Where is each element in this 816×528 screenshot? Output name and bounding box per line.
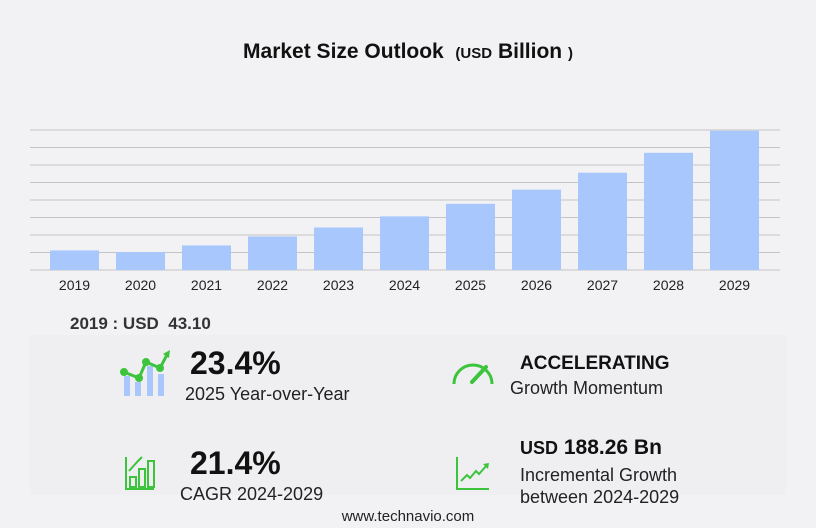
- cagr-value: 21.4%: [190, 445, 281, 481]
- incremental-currency: USD: [520, 438, 559, 458]
- bar-2019[interactable]: [50, 250, 99, 270]
- growth-chart-icon: [120, 350, 170, 396]
- chart-title: Market Size Outlook (USD Billion ): [0, 40, 816, 64]
- incremental-value: USD 188.26 Bn: [520, 436, 662, 460]
- incremental-label-1: Incremental Growth: [520, 465, 678, 485]
- incremental-label-2: between 2024-2029: [520, 487, 680, 507]
- unit-word: Billion: [497, 40, 563, 63]
- bar-2023[interactable]: [314, 227, 363, 271]
- x-tick-label: 2028: [653, 277, 684, 293]
- x-tick-label: 2022: [257, 277, 288, 293]
- bar-chart: 2019 2020 2021 2022 2023 2024 2025 2026 2027 2028…: [30, 129, 780, 293]
- cagr-label: CAGR 2024-2029: [180, 484, 324, 504]
- x-tick-label: 2020: [125, 277, 156, 293]
- bar-2022[interactable]: [248, 236, 297, 270]
- stats-panel: [30, 335, 786, 495]
- bar-2026[interactable]: [512, 189, 561, 270]
- bar-2027[interactable]: [578, 172, 627, 270]
- unit-currency: USD: [460, 45, 493, 62]
- unit-open: (: [455, 45, 461, 62]
- bar-2021[interactable]: [182, 245, 231, 270]
- selected-value: 2019 : USD 43.10: [70, 314, 211, 333]
- x-tick-label: 2029: [719, 277, 750, 293]
- yoy-value: 23.4%: [190, 345, 281, 381]
- x-tick-label: 2024: [389, 277, 420, 293]
- unit-close: ): [567, 45, 573, 62]
- trend-line-icon: [456, 457, 489, 490]
- x-tick-label: 2025: [455, 277, 486, 293]
- x-tick-label: 2019: [59, 277, 90, 293]
- bar-growth-icon: [125, 456, 155, 490]
- speedometer-icon: [452, 363, 494, 385]
- footer-url: www.technavio.com: [341, 508, 475, 525]
- momentum-value: ACCELERATING: [520, 353, 670, 374]
- x-tick-label: 2027: [587, 277, 618, 293]
- x-tick-label: 2021: [191, 277, 222, 293]
- bar-2025[interactable]: [446, 203, 495, 270]
- bar-2020[interactable]: [116, 252, 165, 270]
- incremental-amount: 188.26 Bn: [563, 436, 662, 459]
- x-tick-label: 2023: [323, 277, 354, 293]
- title-text: Market Size Outlook: [243, 40, 444, 63]
- bar-2028[interactable]: [644, 152, 693, 270]
- momentum-label: Growth Momentum: [510, 378, 664, 398]
- yoy-label: 2025 Year-over-Year: [185, 384, 350, 404]
- bar-2024[interactable]: [380, 216, 429, 270]
- x-tick-label: 2026: [521, 277, 552, 293]
- bar-2029[interactable]: [710, 130, 759, 270]
